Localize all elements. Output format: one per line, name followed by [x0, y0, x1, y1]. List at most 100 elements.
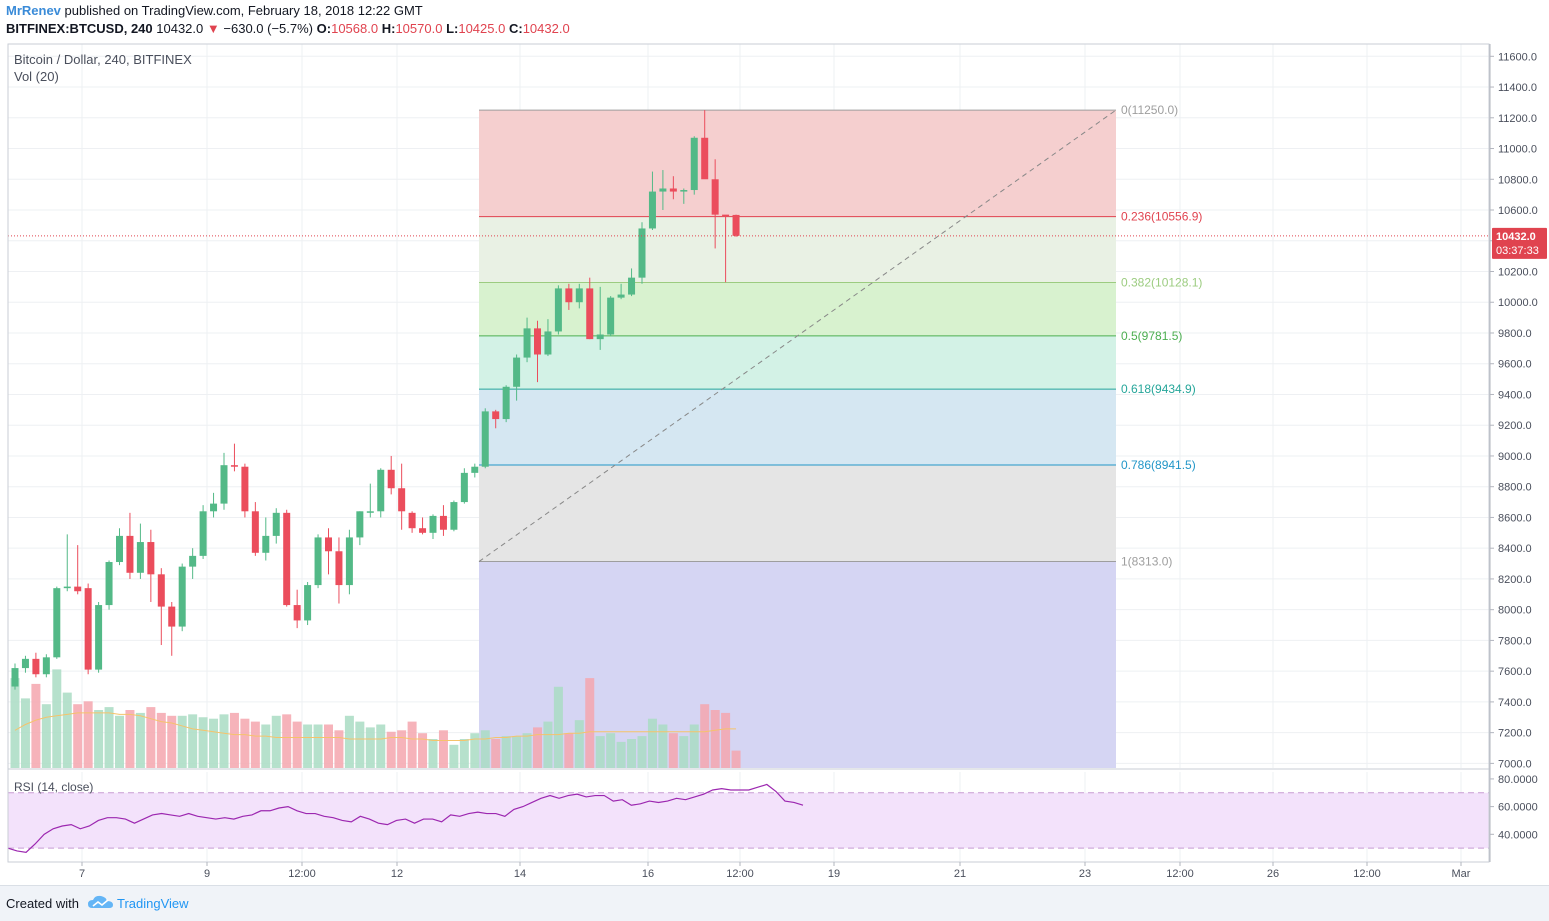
fib-level-label: 0.786(8941.5) — [1121, 458, 1196, 472]
candle-body — [638, 228, 646, 278]
volume-bar — [156, 712, 166, 768]
candle-body — [126, 535, 134, 573]
candle-body — [596, 334, 604, 340]
candle-body — [523, 328, 531, 358]
fib-zone — [479, 110, 1116, 217]
fib-level-label: 0.236(10556.9) — [1121, 210, 1202, 224]
time-tick-label: 21 — [954, 868, 966, 880]
volume-bar — [449, 744, 459, 768]
candle-body — [366, 511, 374, 513]
candle-body — [262, 535, 270, 553]
candle-body — [147, 542, 155, 575]
change-value: −630.0 (−5.7%) — [223, 21, 314, 36]
countdown-value: 03:37:33 — [1496, 245, 1539, 257]
candle-body — [586, 288, 594, 340]
time-tick-label: 7 — [79, 868, 85, 880]
volume-bar — [689, 724, 699, 768]
chart-canvas[interactable]: 0(11250.0) 0.236(10556.9) 0.382(10128.1) 0.… — [0, 0, 1549, 885]
volume-bar — [20, 698, 30, 768]
close-label: C: — [508, 21, 523, 36]
candle-body — [471, 466, 479, 473]
volume-bar — [261, 724, 271, 768]
candle-body — [189, 555, 197, 567]
rsi-tick-label: 40.0000 — [1498, 829, 1538, 841]
volume-bar — [606, 733, 616, 768]
candle-body — [95, 605, 103, 670]
rsi-band — [8, 792, 1489, 849]
candle-body — [648, 191, 656, 229]
price-tick-label: 9800.0 — [1498, 328, 1532, 340]
time-tick-label: 16 — [642, 868, 654, 880]
price-tick-label: 7800.0 — [1498, 635, 1532, 647]
created-with-text: Created with — [6, 896, 79, 911]
volume-bar — [240, 718, 250, 768]
fib-extension-zone — [479, 561, 1116, 768]
volume-bar — [407, 721, 417, 768]
footer: Created with TradingView — [0, 885, 1549, 921]
volume-bar — [41, 704, 51, 768]
fib-level-label: 0.382(10128.1) — [1121, 276, 1202, 290]
volume-bar — [637, 736, 647, 768]
tradingview-brand[interactable]: TradingView — [117, 896, 189, 911]
author-name[interactable]: MrRenev — [6, 3, 61, 18]
candle-body — [356, 511, 364, 538]
time-tick-label: Mar — [1452, 868, 1471, 880]
fib-level-label: 0.5(9781.5) — [1121, 329, 1182, 343]
price-tick-label: 11600.0 — [1498, 51, 1537, 63]
fibonacci-retracement[interactable]: 0(11250.0) 0.236(10556.9) 0.382(10128.1) 0.… — [478, 103, 1202, 768]
volume-bar — [198, 717, 208, 768]
volume-bar — [324, 724, 333, 768]
price-tick-label: 9200.0 — [1498, 420, 1532, 432]
volume-bar — [10, 678, 20, 768]
volume-bar — [700, 704, 710, 768]
publish-line: MrRenev published on TradingView.com, Fe… — [6, 3, 423, 18]
candle-body — [63, 586, 71, 589]
volume-bar — [334, 730, 344, 768]
candle-body — [575, 288, 583, 303]
published-text: published on TradingView.com, February 1… — [64, 3, 423, 18]
price-tick-label: 9600.0 — [1498, 359, 1532, 371]
candle-body — [157, 574, 165, 607]
volume-bars — [10, 669, 741, 768]
low-label: L: — [446, 21, 459, 36]
candle-body — [659, 188, 667, 192]
candle-body — [450, 502, 458, 530]
high-value: 10570.0 — [395, 21, 443, 36]
volume-bar — [188, 714, 198, 768]
candle-body — [53, 588, 61, 658]
rsi-pane-title: RSI (14, close) — [14, 780, 93, 794]
candle-body — [116, 535, 123, 563]
price-tick-label: 8800.0 — [1498, 482, 1532, 494]
symbol-label: BITFINEX:BTCUSD, 240 — [6, 21, 153, 36]
candle-body — [32, 658, 40, 675]
time-tick-label: 9 — [204, 868, 210, 880]
candle-body — [554, 288, 562, 332]
volume-bar — [209, 718, 219, 768]
candle-body — [513, 357, 521, 387]
volume-bar — [219, 714, 229, 768]
volume-bar — [627, 739, 637, 768]
time-tick-label: 12 — [391, 868, 403, 880]
candle-body — [701, 137, 709, 180]
fib-zone — [479, 216, 1116, 283]
volume-bar — [480, 730, 490, 768]
candle-body — [178, 566, 186, 627]
candle-body — [241, 466, 249, 512]
time-tick-label: 12:00 — [1166, 868, 1194, 880]
price-tick-label: 10600.0 — [1498, 205, 1538, 217]
candle-body — [732, 214, 740, 236]
volume-bar — [397, 730, 407, 768]
time-tick-label: 12:00 — [1353, 868, 1381, 880]
candle-body — [398, 488, 406, 512]
last-price-badge-value: 10432.0 — [1496, 231, 1536, 243]
volume-bar — [292, 721, 302, 768]
candle-body — [293, 605, 301, 621]
candle-body — [534, 328, 541, 355]
candle-body — [565, 288, 573, 303]
candle-body — [105, 562, 113, 606]
candle-body — [74, 586, 82, 592]
volume-bar — [125, 710, 135, 768]
volume-bar — [553, 686, 563, 768]
fib-level-label: 1(8313.0) — [1121, 555, 1172, 569]
price-tick-label: 8000.0 — [1498, 605, 1532, 617]
